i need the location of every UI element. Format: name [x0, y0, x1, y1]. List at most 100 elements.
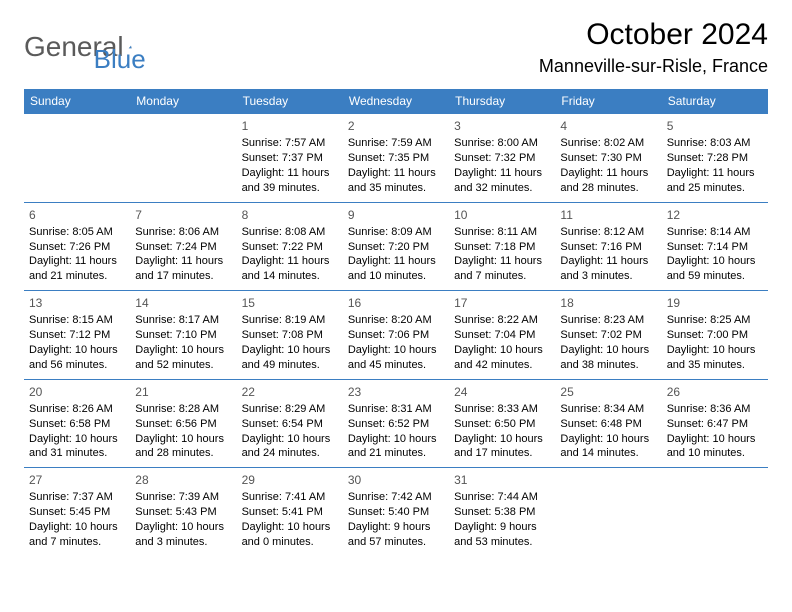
daylight-text: Daylight: 10 hours and 28 minutes.: [135, 432, 231, 462]
daylight-text: Daylight: 10 hours and 17 minutes.: [454, 432, 550, 462]
page-header: General Blue October 2024 Manneville-sur…: [24, 18, 768, 77]
sunset-text: Sunset: 5:43 PM: [135, 505, 231, 520]
daylight-text: Daylight: 11 hours and 14 minutes.: [242, 254, 338, 284]
day-number: 15: [242, 295, 338, 311]
sunrise-text: Sunrise: 8:23 AM: [560, 313, 656, 328]
calendar-cell: 16Sunrise: 8:20 AMSunset: 7:06 PMDayligh…: [343, 291, 449, 380]
sunrise-text: Sunrise: 8:11 AM: [454, 225, 550, 240]
sunset-text: Sunset: 6:56 PM: [135, 417, 231, 432]
sunset-text: Sunset: 7:28 PM: [667, 151, 763, 166]
sunrise-text: Sunrise: 7:44 AM: [454, 490, 550, 505]
calendar-week: 6Sunrise: 8:05 AMSunset: 7:26 PMDaylight…: [24, 202, 768, 291]
sunset-text: Sunset: 5:45 PM: [29, 505, 125, 520]
calendar-cell: 28 Sunrise: 7:39 AMSunset: 5:43 PMDayligh…: [130, 468, 236, 556]
daylight-text: Daylight: 11 hours and 7 minutes.: [454, 254, 550, 284]
sunrise-text: Sunrise: 8:25 AM: [667, 313, 763, 328]
calendar-body: 1Sunrise: 7:57 AMSunset: 7:37 PMDaylight…: [24, 114, 768, 556]
title-block: October 2024 Manneville-sur-Risle, Franc…: [539, 18, 768, 77]
sunrise-text: Sunrise: 8:19 AM: [242, 313, 338, 328]
day-number: 30: [348, 472, 444, 488]
sunset-text: Sunset: 6:58 PM: [29, 417, 125, 432]
daylight-text: Daylight: 11 hours and 17 minutes.: [135, 254, 231, 284]
daylight-text: Daylight: 10 hours and 14 minutes.: [560, 432, 656, 462]
calendar-cell: 20 Sunrise: 8:26 AMSunset: 6:58 PMDayligh…: [24, 379, 130, 468]
day-number: 2: [348, 118, 444, 134]
day-number: 21: [135, 384, 231, 400]
calendar-week: 13 Sunrise: 8:15 AMSunset: 7:12 PM Dayligh…: [24, 291, 768, 380]
day-number: 20: [29, 384, 125, 400]
sunset-text: Sunset: 7:04 PM: [454, 328, 550, 343]
sunset-text: Sunset: 7:16 PM: [560, 240, 656, 255]
sunset-text: Sunset: 7:08 PM: [242, 328, 338, 343]
day-number: 13: [29, 295, 125, 311]
calendar-cell: 26Sunrise: 8:36 AMSunset: 6:47 PMDayligh…: [662, 379, 768, 468]
calendar-cell: [130, 114, 236, 203]
calendar-table: SundayMondayTuesdayWednesdayThursdayFrid…: [24, 89, 768, 556]
calendar-cell: 11Sunrise: 8:12 AMSunset: 7:16 PMDayligh…: [555, 202, 661, 291]
calendar-cell: 3Sunrise: 8:00 AMSunset: 7:32 PMDaylight…: [449, 114, 555, 203]
calendar-cell: 31Sunrise: 7:44 AMSunset: 5:38 PMDayligh…: [449, 468, 555, 556]
sunrise-text: Sunrise: 8:31 AM: [348, 402, 444, 417]
sunset-text: Sunset: 7:06 PM: [348, 328, 444, 343]
day-number: 22: [242, 384, 338, 400]
calendar-cell: 1Sunrise: 7:57 AMSunset: 7:37 PMDaylight…: [237, 114, 343, 203]
sunset-text: Sunset: 7:37 PM: [242, 151, 338, 166]
sunrise-text: Sunrise: 8:28 AM: [135, 402, 231, 417]
sunrise-text: Sunrise: 8:29 AM: [242, 402, 338, 417]
calendar-cell: 14Sunrise: 8:17 AMSunset: 7:10 PMDayligh…: [130, 291, 236, 380]
sunrise-text: Sunrise: 7:39 AM: [135, 490, 231, 505]
sunrise-text: Sunrise: 8:06 AM: [135, 225, 231, 240]
daylight-text: Daylight: 9 hours and 57 minutes.: [348, 520, 444, 550]
sunrise-text: Sunrise: 8:36 AM: [667, 402, 763, 417]
calendar-cell: [555, 468, 661, 556]
sunset-text: Sunset: 7:12 PM: [29, 328, 125, 343]
sunrise-text: Sunrise: 8:14 AM: [667, 225, 763, 240]
sunrise-text: Sunrise: 8:00 AM: [454, 136, 550, 151]
calendar-cell: 9Sunrise: 8:09 AMSunset: 7:20 PMDaylight…: [343, 202, 449, 291]
daylight-text: Daylight: 11 hours and 3 minutes.: [560, 254, 656, 284]
sunrise-text: Sunrise: 7:57 AM: [242, 136, 338, 151]
day-number: 4: [560, 118, 656, 134]
day-number: 5: [667, 118, 763, 134]
day-header: Saturday: [662, 89, 768, 114]
day-number: 10: [454, 207, 550, 223]
month-title: October 2024: [539, 18, 768, 52]
day-number: 19: [667, 295, 763, 311]
sunset-text: Sunset: 6:52 PM: [348, 417, 444, 432]
brand-logo: General Blue: [24, 18, 146, 75]
daylight-text: Daylight: 11 hours and 35 minutes.: [348, 166, 444, 196]
sunset-text: Sunset: 7:22 PM: [242, 240, 338, 255]
sunset-text: Sunset: 7:26 PM: [29, 240, 125, 255]
sunrise-text: Sunrise: 7:42 AM: [348, 490, 444, 505]
sunset-text: Sunset: 5:40 PM: [348, 505, 444, 520]
sunrise-text: Sunrise: 8:26 AM: [29, 402, 125, 417]
sunrise-text: Sunrise: 7:59 AM: [348, 136, 444, 151]
sunrise-text: Sunrise: 8:08 AM: [242, 225, 338, 240]
sunset-text: Sunset: 7:18 PM: [454, 240, 550, 255]
sunrise-text: Sunrise: 8:33 AM: [454, 402, 550, 417]
daylight-text: Daylight: 10 hours and 10 minutes.: [667, 432, 763, 462]
daylight-text: Daylight: 10 hours and 52 minutes.: [135, 343, 231, 373]
daylight-text: Daylight: 10 hours and 3 minutes.: [135, 520, 231, 550]
sunset-text: Sunset: 6:50 PM: [454, 417, 550, 432]
sunset-text: Sunset: 6:48 PM: [560, 417, 656, 432]
calendar-cell: 13Sunrise: 8:15 AMSunset: 7:12 PMDayligh…: [24, 291, 130, 380]
daylight-text: Daylight: 10 hours and 38 minutes.: [560, 343, 656, 373]
calendar-cell: 7Sunrise: 8:06 AMSunset: 7:24 PMDaylight…: [130, 202, 236, 291]
day-header-row: SundayMondayTuesdayWednesdayThursdayFrid…: [24, 89, 768, 114]
day-number: 27: [29, 472, 125, 488]
day-number: 8: [242, 207, 338, 223]
calendar-cell: [24, 114, 130, 203]
daylight-text: Daylight: 10 hours and 31 minutes.: [29, 432, 125, 462]
day-number: 6: [29, 207, 125, 223]
sunset-text: Sunset: 7:02 PM: [560, 328, 656, 343]
calendar-cell: 27Sunrise: 7:37 AMSunset: 5:45 PMDayligh…: [24, 468, 130, 556]
calendar-cell: 24Sunrise: 8:33 AMSunset: 6:50 PMDayligh…: [449, 379, 555, 468]
day-header: Monday: [130, 89, 236, 114]
sunset-text: Sunset: 5:38 PM: [454, 505, 550, 520]
sunrise-text: Sunrise: 8:02 AM: [560, 136, 656, 151]
sunrise-text: Sunrise: 8:15 AM: [29, 313, 125, 328]
calendar-cell: 12Sunrise: 8:14 AMSunset: 7:14 PMDayligh…: [662, 202, 768, 291]
daylight-text: Daylight: 11 hours and 25 minutes.: [667, 166, 763, 196]
day-number: 28: [135, 472, 231, 488]
